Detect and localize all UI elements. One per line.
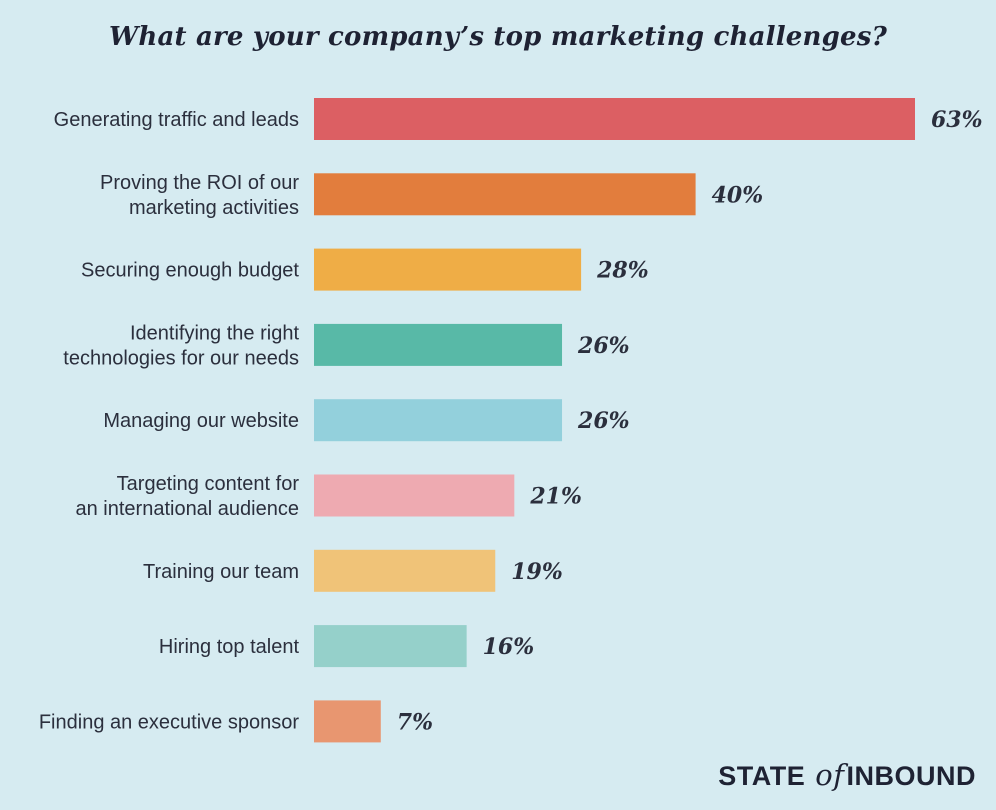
state-of-inbound-logo: STATE ofINBOUND: [718, 758, 976, 792]
value-label: 40%: [712, 182, 764, 208]
category-label: Finding an executive sponsor: [39, 711, 299, 733]
logo-inbound: INBOUND: [846, 761, 976, 791]
category-label: Proving the ROI of our: [100, 172, 299, 194]
category-label: Generating traffic and leads: [54, 109, 299, 131]
bar: [314, 323, 563, 366]
value-label: 63%: [931, 107, 983, 133]
bar: [314, 399, 563, 442]
bar: [314, 625, 467, 668]
bar: [314, 474, 515, 517]
chart-title: What are your company’s top marketing ch…: [108, 22, 888, 52]
value-label: 16%: [483, 634, 535, 660]
category-label: Hiring top talent: [159, 636, 300, 658]
bar: [314, 98, 915, 140]
value-label: 19%: [511, 559, 563, 585]
logo-of: of: [815, 758, 845, 792]
category-label: marketing activities: [129, 197, 299, 219]
category-label: Targeting content for: [117, 473, 300, 495]
value-label: 7%: [397, 709, 433, 735]
category-label: an international audience: [75, 498, 299, 520]
bar: [314, 549, 496, 592]
bar: [314, 248, 582, 291]
value-label: 26%: [577, 408, 630, 434]
value-label: 21%: [529, 484, 582, 510]
category-label: Securing enough budget: [81, 260, 299, 282]
bar: [314, 173, 696, 216]
category-label: Training our team: [143, 561, 299, 583]
value-label: 26%: [577, 333, 630, 359]
bar: [314, 700, 381, 743]
value-label: 28%: [596, 258, 649, 284]
logo-state: STATE: [718, 761, 806, 791]
category-label: Managing our website: [103, 410, 299, 432]
category-label: Identifying the right: [130, 322, 299, 344]
category-label: technologies for our needs: [63, 347, 299, 369]
